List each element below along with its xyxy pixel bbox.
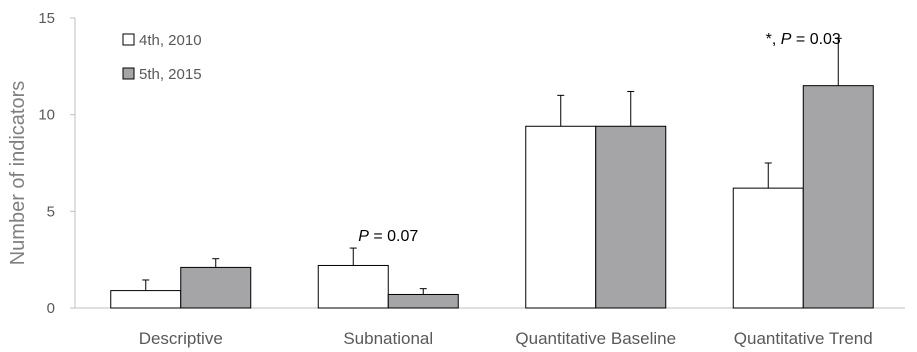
annotation-part: = 0.07 bbox=[369, 228, 418, 245]
x-tick-label: Subnational bbox=[343, 329, 433, 348]
p-value-annotation: P = 0.07 bbox=[358, 228, 418, 245]
annotations: P = 0.07 *, P = 0.03 bbox=[358, 31, 841, 245]
axis-labels: 0 5 10 15 Number of indicators Descriptive Sub… bbox=[7, 10, 873, 348]
y-tick-label: 15 bbox=[38, 10, 55, 27]
bar bbox=[387, 293, 459, 309]
x-tick-label: Quantitative Baseline bbox=[515, 329, 676, 348]
annotation-part: *, bbox=[766, 31, 781, 48]
legend-label: 4th, 2010 bbox=[139, 32, 202, 49]
bar bbox=[317, 264, 389, 309]
bar bbox=[110, 290, 182, 309]
bar bbox=[180, 266, 252, 309]
bars bbox=[110, 85, 874, 309]
bar bbox=[595, 125, 667, 309]
y-tick-label: 10 bbox=[38, 107, 55, 124]
annotation-italic-part: P bbox=[358, 228, 369, 245]
legend-swatch bbox=[122, 67, 135, 80]
legend-label: 5th, 2015 bbox=[139, 66, 202, 83]
p-value-annotation: *, P = 0.03 bbox=[766, 31, 841, 48]
bar bbox=[525, 125, 597, 309]
x-tick-label: Descriptive bbox=[139, 329, 223, 348]
bar bbox=[802, 85, 874, 309]
y-axis-label: Number of indicators bbox=[7, 81, 29, 266]
error-bars bbox=[142, 37, 842, 295]
annotation-part: = 0.03 bbox=[791, 31, 840, 48]
bar bbox=[732, 187, 804, 309]
x-tick-label: Quantitative Trend bbox=[734, 329, 873, 348]
legend-swatch bbox=[122, 33, 135, 46]
annotation-italic-part: P bbox=[781, 31, 792, 48]
legend: 4th, 2010 5th, 2015 bbox=[122, 32, 202, 83]
y-tick-label: 0 bbox=[47, 300, 55, 317]
y-tick-label: 5 bbox=[47, 203, 55, 220]
